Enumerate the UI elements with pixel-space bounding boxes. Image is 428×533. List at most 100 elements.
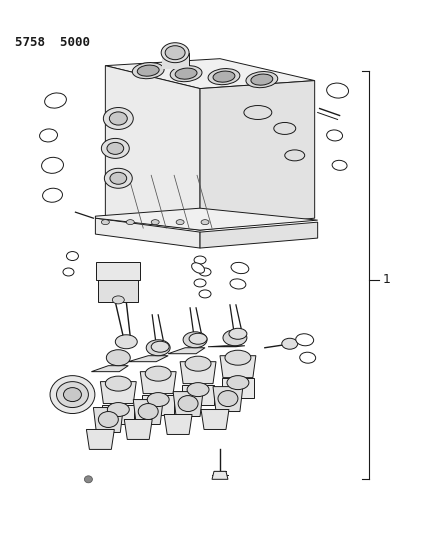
Ellipse shape	[244, 106, 272, 119]
Ellipse shape	[42, 188, 62, 202]
Polygon shape	[98, 280, 138, 302]
Ellipse shape	[199, 268, 211, 276]
Polygon shape	[95, 218, 200, 248]
Polygon shape	[213, 386, 243, 411]
Polygon shape	[140, 372, 176, 393]
Ellipse shape	[189, 333, 207, 344]
Ellipse shape	[187, 383, 209, 397]
Polygon shape	[133, 400, 163, 424]
Ellipse shape	[225, 350, 251, 365]
Ellipse shape	[176, 220, 184, 224]
Polygon shape	[222, 378, 254, 398]
Ellipse shape	[223, 330, 247, 346]
Ellipse shape	[183, 332, 207, 348]
Ellipse shape	[274, 123, 296, 134]
Ellipse shape	[246, 71, 278, 87]
Polygon shape	[201, 409, 229, 430]
Ellipse shape	[227, 376, 249, 390]
Text: 1: 1	[383, 273, 390, 286]
Ellipse shape	[332, 160, 347, 171]
Ellipse shape	[137, 65, 159, 76]
Polygon shape	[86, 430, 114, 449]
Ellipse shape	[213, 71, 235, 82]
Ellipse shape	[231, 262, 249, 273]
Polygon shape	[200, 80, 315, 230]
Ellipse shape	[107, 402, 129, 416]
Ellipse shape	[178, 395, 198, 411]
Polygon shape	[95, 208, 318, 230]
Polygon shape	[93, 408, 123, 432]
Ellipse shape	[101, 139, 129, 158]
Ellipse shape	[285, 150, 305, 161]
Ellipse shape	[175, 68, 197, 79]
Ellipse shape	[300, 352, 316, 363]
Polygon shape	[180, 362, 216, 384]
Polygon shape	[105, 59, 315, 88]
Ellipse shape	[107, 142, 124, 155]
Polygon shape	[182, 385, 214, 405]
Polygon shape	[101, 382, 136, 403]
Ellipse shape	[147, 393, 169, 407]
Ellipse shape	[98, 411, 118, 427]
Ellipse shape	[105, 376, 131, 391]
Ellipse shape	[208, 69, 240, 85]
Ellipse shape	[42, 157, 63, 173]
Ellipse shape	[192, 263, 205, 273]
Ellipse shape	[132, 62, 164, 79]
Ellipse shape	[109, 112, 127, 125]
Ellipse shape	[185, 356, 211, 371]
Ellipse shape	[110, 172, 127, 184]
Ellipse shape	[229, 328, 247, 340]
Polygon shape	[220, 356, 256, 378]
Ellipse shape	[112, 296, 124, 304]
Ellipse shape	[104, 168, 132, 188]
Polygon shape	[102, 405, 134, 424]
Ellipse shape	[63, 268, 74, 276]
Polygon shape	[105, 66, 200, 230]
Ellipse shape	[84, 476, 92, 483]
Ellipse shape	[194, 256, 206, 264]
Polygon shape	[168, 348, 205, 354]
Ellipse shape	[126, 220, 134, 224]
Ellipse shape	[138, 403, 158, 419]
Ellipse shape	[151, 220, 159, 224]
Polygon shape	[124, 419, 152, 439]
Ellipse shape	[45, 93, 66, 108]
Ellipse shape	[165, 46, 185, 60]
Ellipse shape	[251, 74, 273, 85]
Polygon shape	[212, 471, 228, 479]
Text: 5758  5000: 5758 5000	[15, 36, 89, 49]
Ellipse shape	[201, 220, 209, 224]
Ellipse shape	[218, 391, 238, 407]
Ellipse shape	[296, 334, 314, 346]
Polygon shape	[128, 356, 168, 362]
Ellipse shape	[101, 220, 109, 224]
Ellipse shape	[145, 366, 171, 381]
Ellipse shape	[230, 279, 246, 289]
Polygon shape	[142, 394, 174, 415]
Polygon shape	[96, 262, 140, 280]
Ellipse shape	[282, 338, 298, 349]
Ellipse shape	[50, 376, 95, 414]
Ellipse shape	[194, 279, 206, 287]
Ellipse shape	[327, 83, 348, 98]
Ellipse shape	[146, 340, 170, 356]
Ellipse shape	[106, 350, 130, 366]
Ellipse shape	[39, 129, 57, 142]
Polygon shape	[173, 392, 203, 416]
Ellipse shape	[327, 130, 342, 141]
Ellipse shape	[63, 387, 81, 401]
Ellipse shape	[56, 382, 89, 408]
Polygon shape	[208, 346, 245, 347]
Ellipse shape	[103, 108, 133, 130]
Ellipse shape	[151, 341, 169, 352]
Ellipse shape	[115, 335, 137, 349]
Ellipse shape	[66, 252, 78, 261]
Ellipse shape	[170, 66, 202, 82]
Ellipse shape	[199, 290, 211, 298]
Polygon shape	[164, 415, 192, 434]
Polygon shape	[162, 53, 189, 69]
Ellipse shape	[161, 43, 189, 63]
Polygon shape	[92, 366, 128, 372]
Polygon shape	[200, 222, 318, 248]
